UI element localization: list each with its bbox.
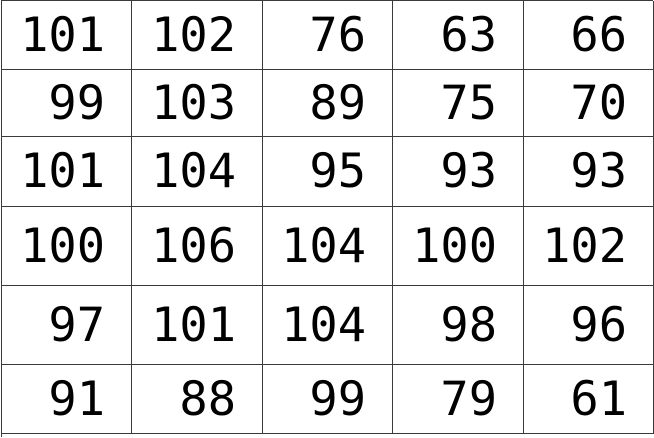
grid-cell: 99 [263, 365, 393, 434]
grid-cell: 101 [2, 1, 132, 70]
grid-cell: 89 [263, 70, 393, 137]
grid-cell: 101 [132, 286, 263, 365]
grid-cell: 104 [132, 137, 263, 207]
grid-cell: 103 [132, 70, 263, 137]
grid-cell: 79 [393, 365, 524, 434]
grid-cell: 88 [132, 365, 263, 434]
grid-cell: 106 [132, 207, 263, 286]
grid-cell: 93 [524, 137, 654, 207]
grid-cell: 96 [524, 286, 654, 365]
grid-cell: 102 [132, 1, 263, 70]
grid-cell: 76 [263, 1, 393, 70]
grid-cell: 97 [2, 286, 132, 365]
grid-cell: 95 [263, 137, 393, 207]
grid-cell: 66 [524, 1, 654, 70]
grid-cell: 61 [524, 365, 654, 434]
grid-cell: 102 [524, 207, 654, 286]
grid-cell: 99 [2, 70, 132, 137]
grid-cell: 100 [2, 207, 132, 286]
grid-cell: 98 [393, 286, 524, 365]
grid-cell: 91 [2, 365, 132, 434]
grid-cell: 93 [393, 137, 524, 207]
grid-cell: 101 [2, 137, 132, 207]
grid-cell: 104 [263, 286, 393, 365]
grid-cell: 100 [393, 207, 524, 286]
grid-cell: 70 [524, 70, 654, 137]
grid-cell: 75 [393, 70, 524, 137]
grid-cell: 63 [393, 1, 524, 70]
grid-cell: 104 [263, 207, 393, 286]
